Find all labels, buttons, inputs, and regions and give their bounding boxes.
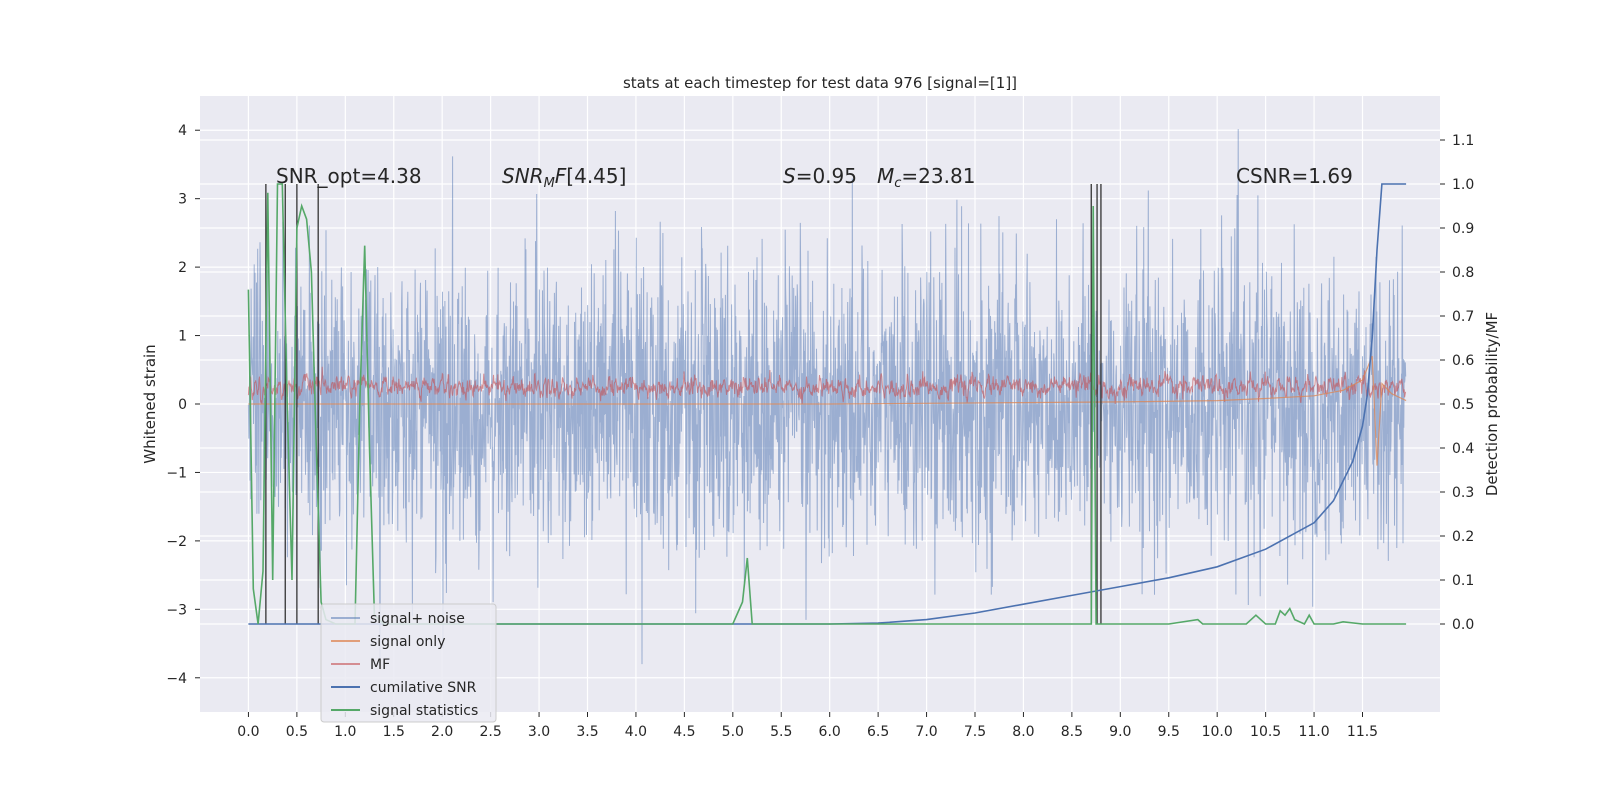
x-tick-label: 2.5 [479, 724, 501, 740]
y2-tick-label: 1.1 [1452, 133, 1474, 149]
y-tick-label: −1 [166, 465, 187, 481]
y-tick-label: 0 [178, 397, 187, 413]
x-tick-label: 4.0 [625, 724, 647, 740]
signal-noise-line [247, 129, 1407, 665]
x-tick-label: 8.0 [1012, 724, 1034, 740]
cumulative-snr-line [248, 183, 1407, 625]
csnr-annotation: CSNR=1.69 [1236, 164, 1353, 188]
x-tick-label: 1.5 [383, 724, 405, 740]
x-tick-label: 10.0 [1202, 724, 1233, 740]
y-tick-label: 3 [178, 192, 187, 208]
legend-label: signal statistics [370, 703, 478, 719]
y-tick-label: 4 [178, 123, 187, 139]
y2-tick-label: 1.0 [1452, 177, 1474, 193]
y-axis-ticks: −4 −3 −2 −1 0 1 2 3 4 [166, 123, 200, 687]
snr-mf-annotation: SNRMF[4.45] [502, 164, 626, 191]
mf-line [247, 366, 1407, 405]
y2-tick-label: 0.5 [1452, 397, 1474, 413]
x-tick-label: 1.0 [334, 724, 356, 740]
y-axis-label: Whitened strain [141, 344, 159, 463]
s-value: =0.95 [796, 164, 857, 188]
x-axis-ticks: 0.0 0.5 1.0 1.5 2.0 2.5 3.0 3.5 4.0 4.5 5.0 5.5 6.0 6… [237, 712, 1378, 740]
x-tick-label: 5.0 [722, 724, 744, 740]
y-tick-label: −4 [166, 671, 187, 687]
x-tick-label: 0.0 [237, 724, 259, 740]
y2-axis-label: Detection probability/MF [1483, 312, 1501, 496]
legend-label: MF [370, 657, 390, 673]
snr-opt-annotation: SNR_opt=4.38 [276, 164, 422, 188]
x-tick-label: 8.5 [1061, 724, 1083, 740]
y2-axis-ticks: 0.0 0.1 0.2 0.3 0.4 0.5 0.6 0.7 0.8 0.9 1.0 1.1 [1440, 133, 1474, 633]
x-tick-label: 2.0 [431, 724, 453, 740]
y2-tick-label: 0.9 [1452, 221, 1474, 237]
y-tick-label: 1 [178, 329, 187, 345]
x-tick-label: 10.5 [1250, 724, 1281, 740]
s-annotation: S=0.95 [783, 164, 857, 188]
y2-tick-label: 0.3 [1452, 485, 1474, 501]
x-tick-label: 6.5 [867, 724, 889, 740]
x-tick-label: 7.0 [915, 724, 937, 740]
chart-title: stats at each timestep for test data 976… [623, 74, 1017, 92]
signal-only-line [248, 355, 1407, 466]
y2-tick-label: 0.7 [1452, 309, 1474, 325]
y2-tick-label: 0.2 [1452, 529, 1474, 545]
x-tick-label: 0.5 [286, 724, 308, 740]
y-tick-label: 2 [178, 260, 187, 276]
x-tick-label: 7.5 [964, 724, 986, 740]
x-tick-label: 5.5 [770, 724, 792, 740]
legend-label: cumilative SNR [370, 680, 477, 696]
snr-mf-value: [4.45] [566, 164, 626, 188]
y2-tick-label: 0.0 [1452, 617, 1474, 633]
y2-tick-label: 0.4 [1452, 441, 1474, 457]
mc-value: =23.81 [901, 164, 975, 188]
legend-box [320, 603, 497, 723]
x-tick-label: 9.5 [1158, 724, 1180, 740]
x-tick-label: 9.0 [1109, 724, 1131, 740]
mc-annotation: Mc=23.81 [877, 164, 975, 191]
legend-label: signal only [370, 634, 445, 650]
y2-tick-label: 0.6 [1452, 353, 1474, 369]
y2-tick-label: 0.8 [1452, 265, 1474, 281]
y-tick-label: −3 [166, 602, 187, 618]
legend: signal+ noise signal only MF cumilative SNR… [320, 603, 497, 723]
x-tick-label: 4.5 [673, 724, 695, 740]
plot-layer [247, 129, 1407, 665]
y-tick-label: −2 [166, 534, 187, 550]
y2-tick-label: 0.1 [1452, 573, 1474, 589]
x-tick-label: 11.0 [1298, 724, 1329, 740]
signal-statistics-line [247, 183, 1407, 626]
x-tick-label: 6.0 [819, 724, 841, 740]
x-tick-label: 3.5 [576, 724, 598, 740]
legend-label: signal+ noise [370, 611, 465, 627]
x-tick-label: 11.5 [1347, 724, 1378, 740]
x-tick-label: 3.0 [528, 724, 550, 740]
